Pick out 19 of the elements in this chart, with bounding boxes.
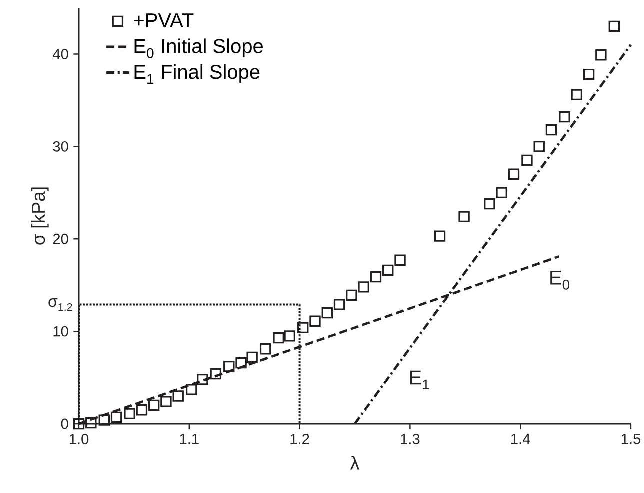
x-tick-label: 1.4: [512, 434, 530, 444]
x-tick-label: 1.5: [622, 434, 641, 444]
y-tick-label: 20: [53, 234, 68, 244]
x-tick-label: 1.0: [70, 434, 89, 444]
x-axis-title: λ: [350, 456, 360, 470]
y-tick-label: 30: [53, 141, 68, 152]
legend-label: +PVAT: [134, 14, 194, 28]
x-tick-label: 1.3: [401, 434, 420, 444]
annotation: σ$_{1.2}$: [48, 298, 72, 311]
y-tick-label: 40: [52, 49, 68, 60]
annotation: E$_{0}$: [550, 270, 570, 290]
y-axis-title: σ [kPa]: [31, 188, 49, 245]
x-tick-label: 1.2: [290, 434, 310, 444]
legend-label: E$_{0}$ Initial Slope: [134, 38, 263, 58]
y-tick-label: 10: [54, 326, 68, 337]
legend-label: E$_{1}$ Final Slope: [134, 64, 260, 84]
annotation: E$_{1}$: [410, 370, 430, 390]
x-tick-label: 1.1: [180, 434, 199, 444]
y-tick-label: 0: [61, 418, 68, 430]
